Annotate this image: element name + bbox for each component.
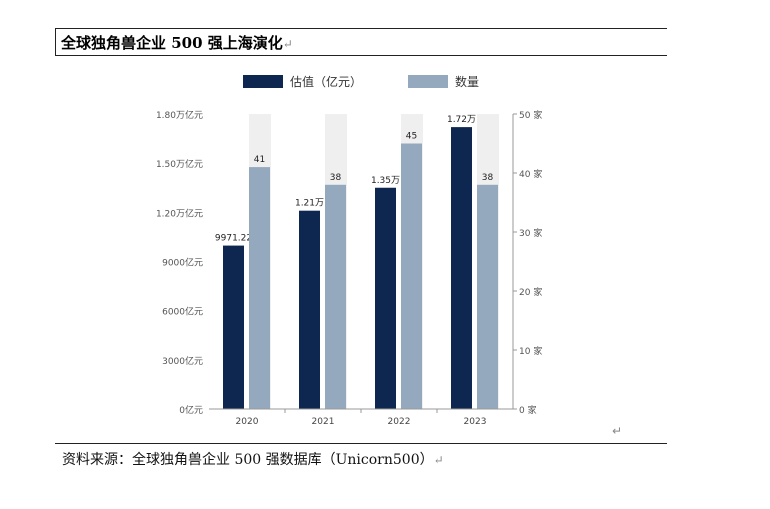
right-axis-tick-label: 0 家 <box>519 404 537 416</box>
left-axis-tick-label: 6000亿元 <box>162 306 203 318</box>
right-axis-tick-label: 30 家 <box>519 227 542 239</box>
count-bar <box>477 184 498 409</box>
title-left-rule <box>55 29 56 55</box>
return-mark: ↵ <box>282 37 293 51</box>
valuation-bar <box>223 245 244 409</box>
count-bar <box>249 167 270 409</box>
left-axis-tick-label: 1.50万亿元 <box>156 158 203 170</box>
right-axis-tick-label: 50 家 <box>519 109 542 121</box>
valuation-data-label: 9971.22 <box>215 234 252 244</box>
count-data-label: 38 <box>330 173 342 183</box>
left-axis-tick-label: 3000亿元 <box>162 355 203 367</box>
page-title: 全球独角兽企业 500 强上海演化↵ <box>61 32 293 53</box>
legend-label-count: 数量 <box>455 74 479 89</box>
paragraph-mark: ↵ <box>612 424 623 438</box>
bottom-rule <box>55 443 667 444</box>
valuation-data-label: 1.35万 <box>371 176 400 186</box>
left-axis-tick-label: 1.20万亿元 <box>156 207 203 219</box>
valuation-data-label: 1.72万 <box>447 115 476 125</box>
valuation-bar <box>299 210 320 409</box>
right-axis-tick-label: 10 家 <box>519 345 542 357</box>
count-data-label: 38 <box>482 173 494 183</box>
legend-swatch-count <box>408 75 448 88</box>
valuation-bar <box>375 187 396 409</box>
right-axis-tick-label: 20 家 <box>519 286 542 298</box>
left-axis-tick-label: 1.80万亿元 <box>156 109 203 121</box>
title-bar: 全球独角兽企业 500 强上海演化↵ <box>55 28 667 56</box>
valuation-bar <box>451 127 472 409</box>
left-axis-tick-label: 0亿元 <box>179 404 203 416</box>
legend-swatch-valuation <box>243 75 283 88</box>
x-axis-tick-label: 2020 <box>236 417 259 427</box>
left-axis-tick-label: 9000亿元 <box>162 257 203 269</box>
right-axis-tick-label: 40 家 <box>519 168 542 180</box>
title-label: 全球独角兽企业 500 强上海演化 <box>61 34 283 52</box>
x-axis-tick-label: 2023 <box>464 417 487 427</box>
x-axis-tick-label: 2021 <box>312 417 335 427</box>
x-axis-tick-label: 2022 <box>388 417 411 427</box>
count-data-label: 41 <box>254 155 265 165</box>
source-note: 资料来源：全球独角兽企业 500 强数据库（Unicorn500）↵ <box>62 449 444 469</box>
count-bar <box>401 143 422 409</box>
legend-label-valuation: 估值（亿元） <box>290 74 362 89</box>
valuation-data-label: 1.21万 <box>295 199 324 209</box>
count-data-label: 45 <box>406 132 417 142</box>
count-bar <box>325 184 346 409</box>
return-mark: ↵ <box>433 453 444 467</box>
source-label: 资料来源：全球独角兽企业 500 强数据库（Unicorn500） <box>62 452 434 468</box>
